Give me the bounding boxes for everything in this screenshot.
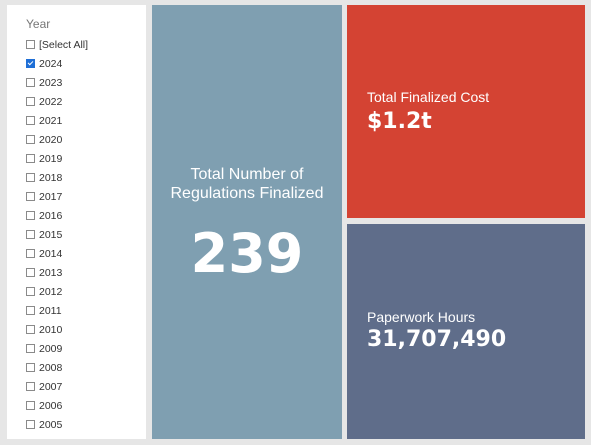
checkbox-icon[interactable]	[26, 249, 35, 258]
slicer-item-2009[interactable]: 2009	[26, 339, 88, 358]
slicer-item-2017[interactable]: 2017	[26, 187, 88, 206]
checkbox-icon[interactable]	[26, 211, 35, 220]
checkbox-icon[interactable]	[26, 40, 35, 49]
slicer-item-2010[interactable]: 2010	[26, 320, 88, 339]
slicer-item-2008[interactable]: 2008	[26, 358, 88, 377]
slicer-item-2012[interactable]: 2012	[26, 282, 88, 301]
slicer-item-2014[interactable]: 2014	[26, 244, 88, 263]
checkbox-icon[interactable]	[26, 401, 35, 410]
slicer-item-label: 2006	[39, 399, 63, 412]
paperwork-hours-card[interactable]: Paperwork Hours 31,707,490	[347, 224, 585, 439]
slicer-item-2007[interactable]: 2007	[26, 377, 88, 396]
regulations-card-label: Total Number of Regulations Finalized	[170, 166, 324, 202]
year-slicer: Year [Select All] 2024 2023 2022 2021 2020 201…	[7, 5, 146, 439]
slicer-item-label: 2024	[39, 57, 63, 70]
regulations-card-value: 239	[190, 222, 304, 285]
hours-card-label: Paperwork Hours	[367, 309, 476, 325]
slicer-item-2011[interactable]: 2011	[26, 301, 88, 320]
slicer-item-2019[interactable]: 2019	[26, 149, 88, 168]
slicer-item-label: 2017	[39, 190, 63, 203]
checkbox-icon[interactable]	[26, 420, 35, 429]
checkbox-icon[interactable]	[26, 230, 35, 239]
slicer-item-label: 2013	[39, 266, 63, 279]
slicer-item-label: 2019	[39, 152, 63, 165]
checkbox-checked-icon[interactable]	[26, 59, 35, 68]
checkbox-icon[interactable]	[26, 287, 35, 296]
year-list: [Select All] 2024 2023 2022 2021 2020 2019 2018…	[26, 35, 88, 434]
checkbox-icon[interactable]	[26, 173, 35, 182]
slicer-item-label: 2023	[39, 76, 63, 89]
slicer-item-label: 2020	[39, 133, 63, 146]
checkbox-icon[interactable]	[26, 135, 35, 144]
slicer-item-2023[interactable]: 2023	[26, 73, 88, 92]
slicer-item-select-all[interactable]: [Select All]	[26, 35, 88, 54]
slicer-item-2015[interactable]: 2015	[26, 225, 88, 244]
slicer-item-label: 2022	[39, 95, 63, 108]
slicer-item-label: 2014	[39, 247, 63, 260]
slicer-item-2024[interactable]: 2024	[26, 54, 88, 73]
hours-card-value: 31,707,490	[367, 327, 507, 352]
slicer-item-label: 2011	[39, 304, 62, 317]
slicer-item-2013[interactable]: 2013	[26, 263, 88, 282]
checkbox-icon[interactable]	[26, 154, 35, 163]
slicer-item-2018[interactable]: 2018	[26, 168, 88, 187]
cost-card-value: $1.2t	[367, 109, 432, 134]
checkbox-icon[interactable]	[26, 344, 35, 353]
checkbox-icon[interactable]	[26, 116, 35, 125]
slicer-item-label: [Select All]	[39, 38, 89, 51]
slicer-item-label: 2012	[39, 285, 63, 298]
slicer-item-label: 2021	[39, 114, 63, 127]
slicer-item-label: 2018	[39, 171, 63, 184]
slicer-item-label: 2007	[39, 380, 63, 393]
slicer-item-label: 2009	[39, 342, 63, 355]
checkbox-icon[interactable]	[26, 382, 35, 391]
slicer-item-label: 2010	[39, 323, 63, 336]
checkbox-icon[interactable]	[26, 306, 35, 315]
slicer-item-2006[interactable]: 2006	[26, 396, 88, 415]
finalized-cost-card[interactable]: Total Finalized Cost $1.2t	[347, 5, 585, 218]
slicer-item-2021[interactable]: 2021	[26, 111, 88, 130]
slicer-item-2022[interactable]: 2022	[26, 92, 88, 111]
checkbox-icon[interactable]	[26, 325, 35, 334]
slicer-item-2005[interactable]: 2005	[26, 415, 88, 434]
checkbox-icon[interactable]	[26, 78, 35, 87]
slicer-item-2020[interactable]: 2020	[26, 130, 88, 149]
slicer-title: Year	[26, 17, 51, 31]
cost-card-label: Total Finalized Cost	[367, 89, 490, 105]
checkbox-icon[interactable]	[26, 97, 35, 106]
slicer-item-2016[interactable]: 2016	[26, 206, 88, 225]
regulations-finalized-card[interactable]: Total Number of Regulations Finalized 23…	[152, 5, 342, 439]
checkbox-icon[interactable]	[26, 268, 35, 277]
slicer-item-label: 2005	[39, 418, 63, 431]
checkbox-icon[interactable]	[26, 363, 35, 372]
slicer-item-label: 2008	[39, 361, 63, 374]
slicer-item-label: 2016	[39, 209, 63, 222]
slicer-item-label: 2015	[39, 228, 63, 241]
checkbox-icon[interactable]	[26, 192, 35, 201]
